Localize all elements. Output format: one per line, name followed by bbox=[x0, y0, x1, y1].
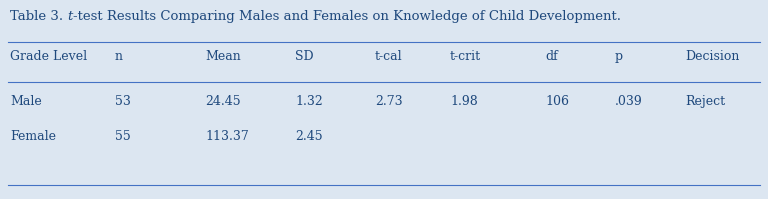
Text: n: n bbox=[115, 50, 123, 63]
Text: -test Results Comparing Males and Females on Knowledge of Child Development.: -test Results Comparing Males and Female… bbox=[73, 10, 621, 23]
Text: p: p bbox=[615, 50, 623, 63]
Text: Grade Level: Grade Level bbox=[10, 50, 87, 63]
Text: t-cal: t-cal bbox=[375, 50, 402, 63]
Text: Female: Female bbox=[10, 130, 56, 143]
Text: SD: SD bbox=[295, 50, 313, 63]
Text: 113.37: 113.37 bbox=[205, 130, 249, 143]
Text: t-crit: t-crit bbox=[450, 50, 481, 63]
Text: t: t bbox=[68, 10, 73, 23]
Text: 2.73: 2.73 bbox=[375, 95, 402, 108]
Text: Decision: Decision bbox=[685, 50, 740, 63]
Text: df: df bbox=[545, 50, 558, 63]
Text: 2.45: 2.45 bbox=[295, 130, 323, 143]
Text: 24.45: 24.45 bbox=[205, 95, 240, 108]
Text: 55: 55 bbox=[115, 130, 131, 143]
Text: Table 3.: Table 3. bbox=[10, 10, 68, 23]
Text: 106: 106 bbox=[545, 95, 569, 108]
Text: Male: Male bbox=[10, 95, 41, 108]
Text: 53: 53 bbox=[115, 95, 131, 108]
Text: Mean: Mean bbox=[205, 50, 240, 63]
Text: Reject: Reject bbox=[685, 95, 725, 108]
Text: 1.32: 1.32 bbox=[295, 95, 323, 108]
Text: 1.98: 1.98 bbox=[450, 95, 478, 108]
Text: .039: .039 bbox=[615, 95, 643, 108]
